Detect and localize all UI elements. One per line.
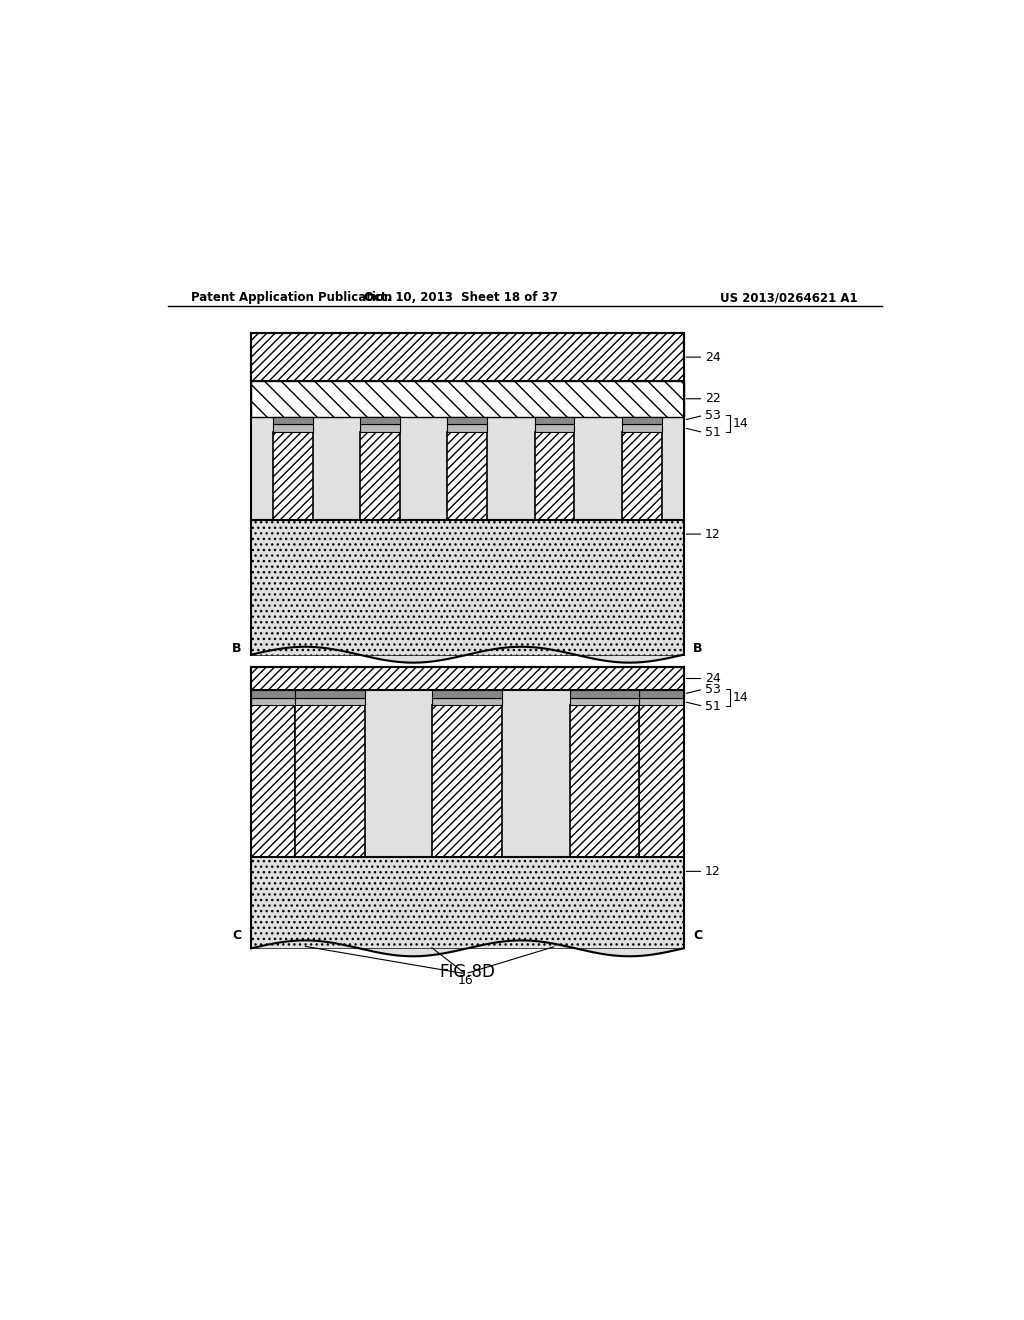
Bar — [272, 432, 312, 520]
Bar — [251, 667, 684, 857]
Bar — [569, 705, 639, 857]
Text: 53: 53 — [705, 682, 721, 696]
Bar — [535, 417, 574, 424]
Text: 14: 14 — [733, 692, 749, 705]
Bar — [251, 690, 295, 697]
Text: 12: 12 — [705, 865, 721, 878]
Bar — [432, 705, 502, 857]
Text: 12: 12 — [705, 528, 721, 541]
Bar — [251, 381, 684, 417]
Bar — [251, 705, 295, 857]
Text: 14: 14 — [733, 417, 749, 430]
Text: FIG.8D: FIG.8D — [439, 964, 496, 981]
Text: Oct. 10, 2013  Sheet 18 of 37: Oct. 10, 2013 Sheet 18 of 37 — [365, 292, 558, 304]
Text: 51: 51 — [705, 426, 721, 440]
Bar — [251, 857, 684, 948]
Text: 24: 24 — [705, 351, 721, 363]
Bar — [295, 690, 365, 697]
Bar — [447, 424, 487, 432]
Text: 16: 16 — [458, 974, 473, 986]
Text: FIG.8C: FIG.8C — [440, 668, 495, 686]
Bar — [251, 690, 684, 857]
Bar — [251, 520, 684, 655]
Text: 22: 22 — [705, 392, 721, 405]
Bar — [447, 417, 487, 424]
Text: 24: 24 — [705, 672, 721, 685]
Bar — [251, 667, 684, 690]
Bar — [639, 697, 684, 705]
Bar — [447, 432, 487, 520]
Text: US 2013/0264621 A1: US 2013/0264621 A1 — [721, 292, 858, 304]
Text: 53: 53 — [705, 409, 721, 422]
Bar — [569, 697, 639, 705]
Bar — [432, 697, 502, 705]
Bar — [622, 432, 662, 520]
Bar — [251, 697, 295, 705]
Bar — [251, 333, 684, 381]
Bar — [295, 705, 365, 857]
Bar — [295, 697, 365, 705]
Text: C: C — [693, 929, 702, 942]
Bar — [251, 333, 684, 520]
Bar — [432, 690, 502, 697]
Bar — [535, 424, 574, 432]
Text: 51: 51 — [705, 700, 721, 713]
Text: B: B — [232, 642, 242, 655]
Bar — [360, 424, 399, 432]
Bar — [569, 690, 639, 697]
Bar — [639, 690, 684, 697]
Bar — [535, 432, 574, 520]
Bar — [622, 417, 662, 424]
Bar — [360, 417, 399, 424]
Text: Patent Application Publication: Patent Application Publication — [191, 292, 393, 304]
Text: B: B — [693, 642, 702, 655]
Bar — [360, 432, 399, 520]
Bar — [272, 424, 312, 432]
Bar — [272, 417, 312, 424]
Bar — [622, 424, 662, 432]
Bar — [251, 417, 684, 520]
Text: C: C — [232, 929, 242, 942]
Bar — [639, 705, 684, 857]
